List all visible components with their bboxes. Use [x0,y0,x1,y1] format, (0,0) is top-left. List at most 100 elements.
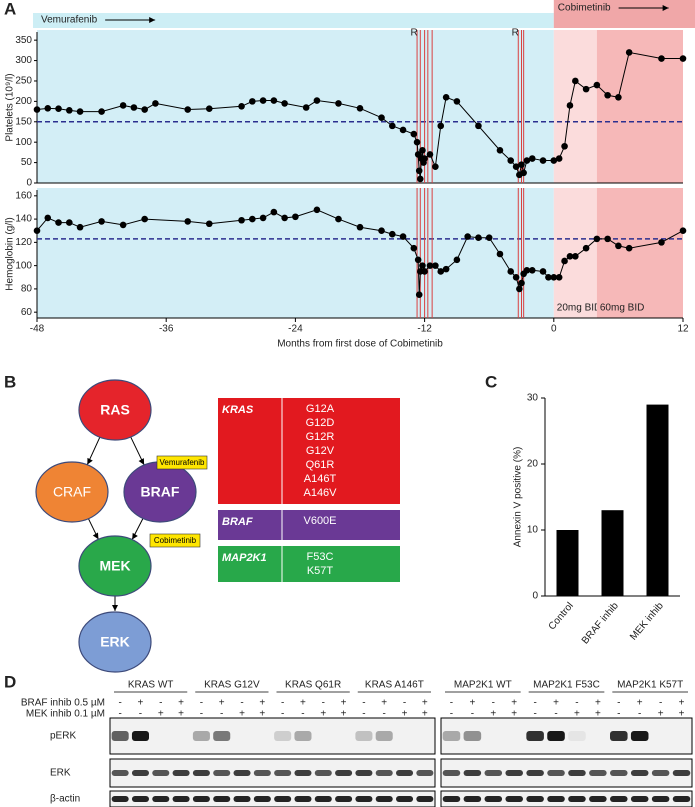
blot-band [192,770,210,776]
blot-band [526,796,544,802]
data-point [496,250,504,258]
data-point [550,273,558,281]
data-point [389,230,396,238]
data-point [335,100,342,107]
y-tick-label: 10 [527,525,539,536]
treatment-sign: + [658,709,664,720]
blot-band [294,731,312,741]
blot-band [335,770,353,776]
data-point [625,244,633,252]
data-point [259,214,267,222]
data-point [205,105,213,113]
data-point [523,266,531,274]
treatment-sign: - [281,709,284,720]
data-point [335,215,342,223]
data-point [437,268,445,275]
data-point [582,85,590,93]
treatment-sign: + [259,698,265,709]
y-tick-label: 350 [15,35,32,46]
gene-label: BRAF [222,516,253,528]
group-label: KRAS Q61R [285,680,341,691]
blot-band [526,731,544,741]
x-tick-label: -48 [30,324,45,335]
treatment-sign: + [637,698,643,709]
blot-band [355,770,373,776]
blot-band [484,770,503,776]
data-point [249,98,256,105]
bar [646,404,669,596]
data-point [421,155,428,162]
treatment-sign: + [422,709,428,720]
treatment-sign: + [553,698,559,709]
y-tick-label: 100 [15,260,32,271]
treatment-sign: + [178,709,184,720]
treatment-sign: - [617,709,620,720]
data-point [410,130,418,138]
blot-band [253,770,271,776]
data-point [238,102,245,110]
blot-band [152,770,170,776]
y-tick-label: 0 [26,178,32,189]
node-label: BRAF [141,484,180,500]
data-point [539,268,547,275]
x-axis-label: Months from first dose of Cobimetinib [277,339,443,350]
y-tick-label: 30 [527,393,539,404]
treatment-sign: + [178,698,184,709]
blot-band [375,770,393,776]
pathway-node [35,461,109,523]
data-point [572,253,579,260]
treatment-sign: + [300,698,306,709]
blot-band [233,796,251,802]
blot-band [610,770,628,776]
data-point [520,169,527,177]
data-point [356,105,364,112]
data-point [555,273,563,281]
pathway-node [78,611,152,673]
data-point [66,219,73,226]
treatment-sign: - [659,698,662,709]
variant-label: A146T [304,473,337,485]
dose-label: 20mg BID [557,303,601,314]
treatment-sign: + [511,698,517,709]
x-tick-label: 0 [551,324,557,335]
treatment-sign: + [341,698,347,709]
treatment-sign: - [322,698,325,709]
data-point [66,107,73,114]
data-point [437,122,445,130]
blot-band [131,770,149,776]
treatment-sign: + [511,709,517,720]
data-point [119,221,127,229]
data-point [593,235,601,243]
blot-band [463,770,482,776]
treatment-sign: + [138,698,144,709]
blot-band [568,731,586,741]
data-point [516,285,523,293]
arrow-head [662,5,669,11]
treatment-sign: - [301,709,304,720]
gene-label: KRAS [222,404,254,416]
data-point [141,215,148,223]
blot-band [294,770,312,776]
x-tick-label: -36 [159,324,174,335]
data-point [76,108,84,115]
treatment-sign: - [362,698,365,709]
data-point [98,108,105,115]
arrow-head [138,458,145,465]
treatment-sign: - [533,698,536,709]
blot-band [630,731,649,741]
treatment-sign: - [492,698,495,709]
y-tick-label: 120 [15,237,32,248]
data-point [485,234,493,242]
inhibitor-label: Vemurafenib [160,458,205,467]
data-point [378,114,385,122]
blot-band [526,770,544,776]
data-point [658,55,665,62]
variant-label: Q61R [306,459,335,471]
data-point [475,122,482,130]
treatment-sign: + [490,709,496,720]
data-point [475,234,482,242]
blot-band [131,796,149,802]
treatment-sign: - [450,709,453,720]
variant-label: G12D [306,417,335,429]
treatment-sign: - [403,698,406,709]
